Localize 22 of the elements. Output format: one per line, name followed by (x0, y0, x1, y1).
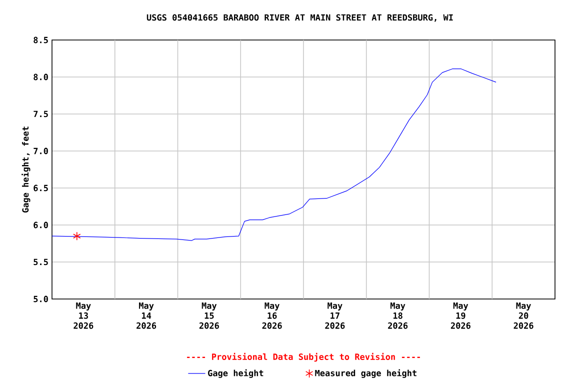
x-tick-label: May 18 2026 (388, 302, 408, 329)
line-series (52, 68, 496, 241)
y-tick-label: 6.0 (34, 222, 48, 228)
y-tick-label: 5.0 (34, 296, 48, 302)
y-axis-title: Gage height, feet (22, 126, 30, 213)
legend-label: Gage height (208, 369, 264, 378)
x-tick-label: May 20 2026 (514, 302, 534, 329)
y-tick-label: 5.5 (34, 258, 48, 266)
x-tick-label: May 16 2026 (262, 302, 282, 329)
y-tick-label: 6.5 (34, 184, 48, 192)
x-tick-label: May 14 2026 (136, 302, 156, 329)
y-tick-label: 7.0 (34, 148, 48, 154)
x-tick-label: May 15 2026 (199, 302, 219, 329)
text: ---- Provisional Data Subject to Revision ---- (187, 352, 420, 362)
y-tick-label: 7.5 (34, 110, 48, 118)
x-tick-label: May 13 2026 (74, 302, 94, 329)
x-tick-label: May 17 2026 (325, 302, 345, 329)
y-tick-label: 8.5 (34, 36, 48, 44)
chart-title: USGS 054041665 BARABOO RIVER AT MAIN STREET AT REEDSBURG, WI (146, 14, 453, 22)
y-tick-label: 8.0 (34, 74, 48, 80)
legend-label: Measured gage height (315, 369, 416, 378)
x-tick-label: May 19 2026 (450, 302, 470, 329)
